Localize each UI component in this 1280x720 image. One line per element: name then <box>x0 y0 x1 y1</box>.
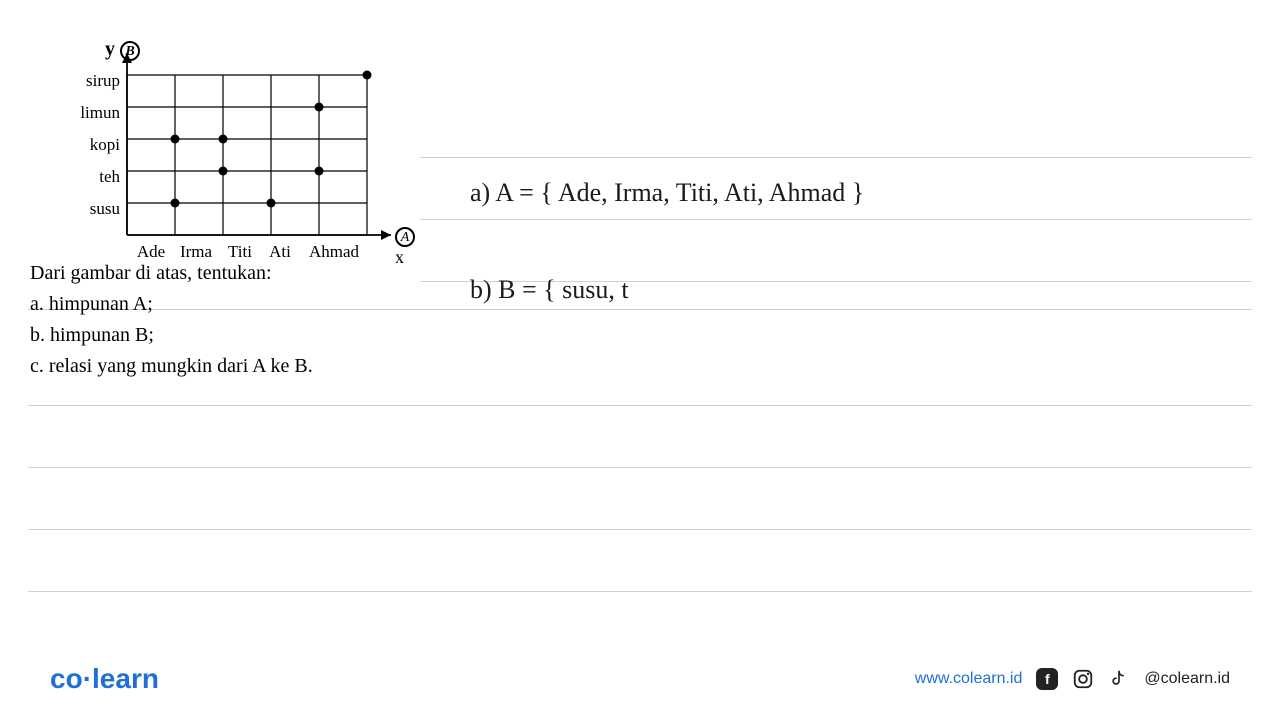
x-letter: x <box>395 247 404 267</box>
logo-learn: learn <box>92 663 159 694</box>
y-axis-annotation: y B <box>105 38 140 61</box>
y-label: limun <box>60 102 120 134</box>
y-label: teh <box>60 166 120 198</box>
y-label: kopi <box>60 134 120 166</box>
logo-co: co <box>50 663 83 694</box>
logo: co·learn <box>50 663 159 695</box>
y-letter: y <box>105 38 115 60</box>
footer: co·learn www.colearn.id f @colearn.id <box>0 663 1280 695</box>
footer-right: www.colearn.id f @colearn.id <box>915 668 1230 690</box>
footer-url[interactable]: www.colearn.id <box>915 670 1023 688</box>
facebook-icon[interactable]: f <box>1036 668 1058 690</box>
problem-item-b: b. himpunan B; <box>30 320 313 351</box>
handwritten-answer-b: b) B = { susu, t <box>470 275 629 305</box>
tiktok-icon[interactable] <box>1108 668 1130 690</box>
y-label: sirup <box>60 70 120 102</box>
page-root: y B A x siruplimunkopitehsusu AdeIrmaTit… <box>0 0 1280 720</box>
x-circle-label: A <box>395 227 415 247</box>
problem-intro: Dari gambar di atas, tentukan: <box>30 258 313 289</box>
problem-text: Dari gambar di atas, tentukan: a. himpun… <box>30 258 313 382</box>
x-axis-annotation: A x <box>395 225 415 268</box>
y-axis-labels: siruplimunkopitehsusu <box>60 70 120 230</box>
handwritten-answer-a: a) A = { Ade, Irma, Titi, Ati, Ahmad } <box>470 178 864 208</box>
logo-dot: · <box>83 663 92 694</box>
instagram-icon[interactable] <box>1072 668 1094 690</box>
chart-region: y B A x siruplimunkopitehsusu AdeIrmaTit… <box>30 20 390 240</box>
y-label: susu <box>60 198 120 230</box>
footer-handle: @colearn.id <box>1144 670 1230 688</box>
y-circle-label: B <box>120 41 140 61</box>
problem-item-a: a. himpunan A; <box>30 289 313 320</box>
problem-item-c: c. relasi yang mungkin dari A ke B. <box>30 351 313 382</box>
